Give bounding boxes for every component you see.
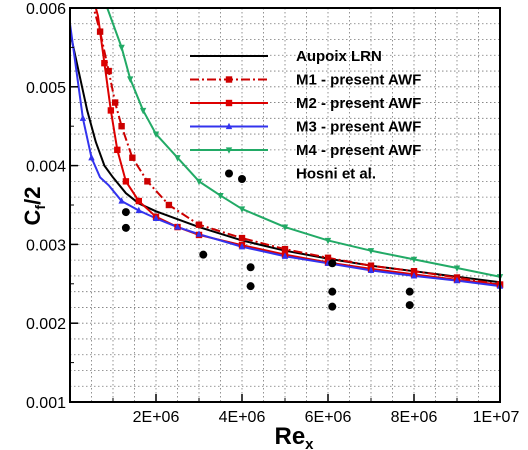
data-point-m3-present-awf (238, 242, 246, 250)
legend-marker-m3-present-awf (225, 122, 233, 130)
legend: Aupoix LRN M1 - present AWF M2 - present A… (190, 48, 421, 183)
data-point-m2-present-awf (107, 107, 115, 114)
series-line-m1-present-awf (92, 8, 500, 286)
y-tick-label: 0.005 (26, 80, 66, 97)
legend-marker-hosni-et-al (225, 169, 233, 178)
x-tick-label: 8E+06 (391, 409, 438, 426)
data-point-m2-present-awf (122, 178, 130, 185)
data-point-m4-present-awf (217, 192, 224, 200)
legend-label-hosni-et-al: Hosni et al. (296, 166, 376, 183)
x-tick-label: 2E+06 (133, 409, 180, 426)
data-point-m1-present-awf (324, 254, 332, 261)
data-point-m3-present-awf (281, 252, 289, 259)
data-point-m3-present-awf (152, 214, 160, 221)
data-point-hosni-et-al (199, 250, 208, 259)
data-point-m1-present-awf (281, 245, 289, 253)
data-point-m1-present-awf (111, 99, 119, 106)
data-point-hosni-et-al (121, 223, 130, 232)
y-tick-label: 0.002 (26, 316, 66, 333)
data-point-m3-present-awf (195, 230, 203, 237)
x-axis-title: Rex (274, 423, 314, 450)
data-point-m4-present-awf (453, 265, 461, 272)
data-point-m2-present-awf (101, 59, 108, 67)
data-point-hosni-et-al (238, 174, 246, 183)
data-point-m4-present-awf (152, 131, 160, 138)
data-point-m4-present-awf (127, 76, 134, 83)
data-point-hosni-et-al (405, 301, 414, 310)
legend-label-m3-present-awf: M3 - present AWF (296, 119, 421, 136)
data-point-hosni-et-al (405, 287, 414, 296)
data-point-m1-present-awf (165, 201, 173, 209)
data-point-m4-present-awf (174, 155, 181, 162)
data-point-m3-present-awf (79, 114, 87, 121)
data-point-m4-present-awf (281, 224, 289, 231)
series-layer (70, 8, 500, 288)
y-tick-label: 0.001 (26, 395, 66, 412)
legend-marker-m4-present-awf (225, 147, 233, 154)
data-point-m3-present-awf (88, 153, 95, 161)
data-point-m3-present-awf (453, 276, 461, 284)
legend-label-m4-present-awf: M4 - present AWF (296, 142, 421, 159)
data-point-m4-present-awf (238, 206, 246, 213)
data-point-m1-present-awf (96, 28, 104, 35)
grid (70, 7, 500, 402)
data-point-m3-present-awf (135, 206, 142, 214)
legend-label-aupoix-lrn: Aupoix LRN (296, 48, 382, 65)
x-tick-label: 1E+07 (473, 409, 520, 426)
y-axis-title: Cf/2 (20, 187, 48, 226)
data-point-m4-present-awf (195, 178, 203, 186)
series-line-m4-present-awf (106, 8, 500, 278)
data-point-m2-present-awf (135, 197, 142, 205)
data-point-hosni-et-al (328, 287, 337, 296)
data-point-m4-present-awf (139, 107, 147, 115)
x-tick-label: 4E+06 (219, 409, 266, 426)
legend-marker-m2-present-awf (225, 99, 233, 107)
data-point-m1-present-awf (129, 154, 136, 161)
data-point-m1-present-awf (238, 234, 246, 242)
y-tick-label: 0.006 (26, 1, 66, 18)
x-tick-label: 6E+06 (305, 409, 352, 426)
ticks: 2E+06 4E+06 6E+06 8E+06 1E+07 0.001 0.002 0.003… (26, 1, 520, 426)
data-point-hosni-et-al (246, 282, 255, 291)
data-point-m4-present-awf (410, 256, 418, 264)
series-line-m3-present-awf (70, 23, 500, 288)
data-point-m3-present-awf (118, 197, 125, 204)
data-point-hosni-et-al (121, 208, 130, 217)
data-point-m1-present-awf (118, 123, 125, 130)
data-point-m3-present-awf (367, 266, 375, 274)
data-point-m4-present-awf (367, 248, 375, 255)
data-point-m1-present-awf (144, 178, 151, 185)
data-point-hosni-et-al (328, 302, 337, 311)
data-point-m3-present-awf (410, 272, 418, 279)
y-tick-label: 0.004 (26, 159, 66, 176)
data-point-hosni-et-al (328, 259, 337, 268)
data-point-m3-present-awf (174, 223, 181, 230)
data-point-m2-present-awf (114, 146, 121, 154)
legend-label-m2-present-awf: M2 - present AWF (296, 95, 421, 112)
data-point-m1-present-awf (195, 221, 203, 228)
legend-marker-m1-present-awf (225, 76, 233, 83)
legend-label-m1-present-awf: M1 - present AWF (296, 72, 421, 89)
data-point-hosni-et-al (246, 263, 255, 272)
y-tick-label: 0.003 (26, 237, 66, 254)
data-point-m4-present-awf (324, 237, 332, 245)
data-point-m1-present-awf (105, 67, 112, 75)
data-point-m4-present-awf (118, 44, 125, 52)
